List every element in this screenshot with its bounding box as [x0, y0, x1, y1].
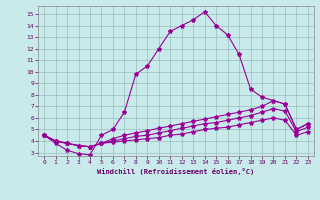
X-axis label: Windchill (Refroidissement éolien,°C): Windchill (Refroidissement éolien,°C) — [97, 168, 255, 175]
